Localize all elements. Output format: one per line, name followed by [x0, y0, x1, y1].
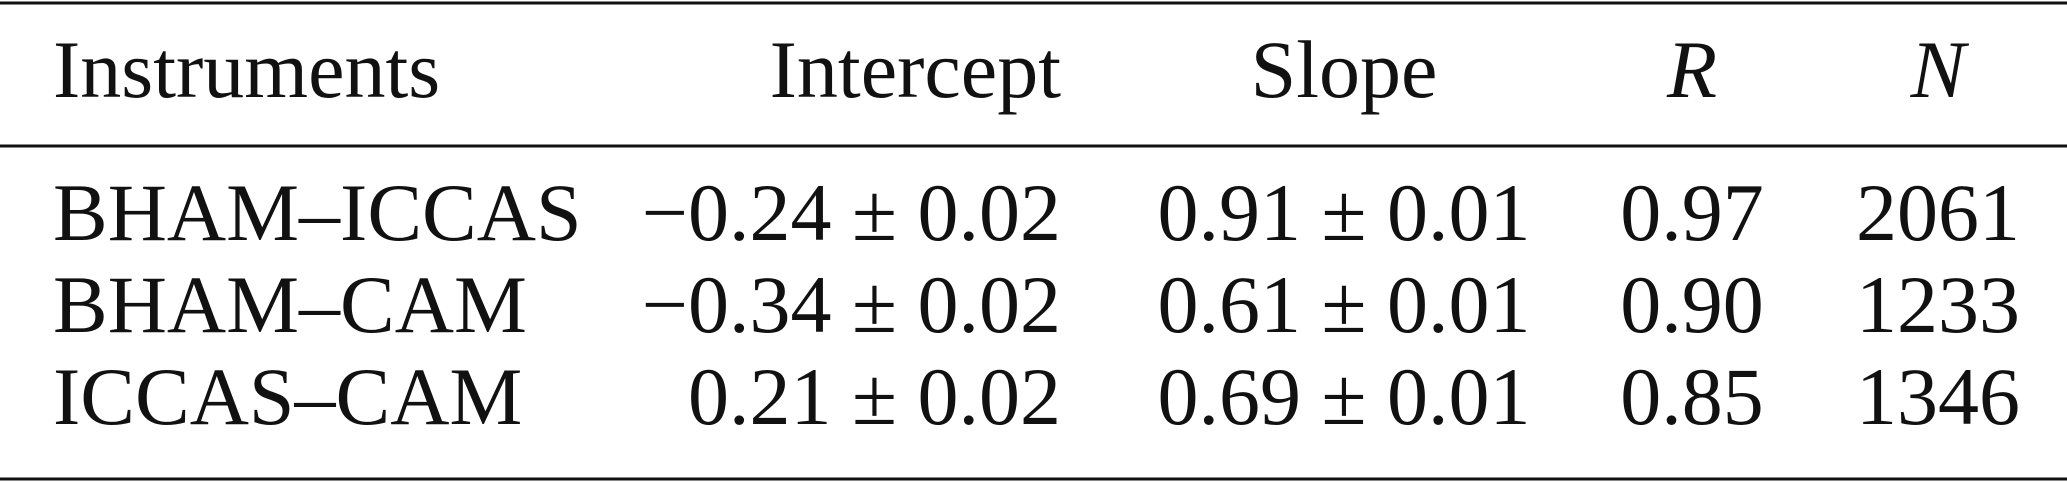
cell: 0.85 — [1620, 351, 1764, 442]
cell: 0.61 ± 0.01 — [1157, 259, 1530, 350]
cell: 0.91 ± 0.01 — [1157, 167, 1530, 258]
cell: 1233 — [1856, 259, 2020, 350]
header-cell: Instruments — [53, 24, 440, 115]
cell: 0.21 ± 0.02 — [688, 351, 1061, 442]
header-cell: R — [1666, 24, 1717, 115]
cell: −0.24 ± 0.02 — [642, 167, 1061, 258]
header-cell: Intercept — [770, 24, 1062, 115]
cell: BHAM–CAM — [53, 259, 527, 350]
header-cell: N — [1910, 24, 1970, 115]
cell: 1346 — [1856, 351, 2020, 442]
cell: BHAM–ICCAS — [53, 167, 582, 258]
cell: 2061 — [1856, 167, 2020, 258]
cell: 0.69 ± 0.01 — [1157, 351, 1530, 442]
cell: 0.97 — [1620, 167, 1764, 258]
cell: −0.34 ± 0.02 — [642, 259, 1061, 350]
cell: 0.90 — [1620, 259, 1764, 350]
header-cell: Slope — [1251, 24, 1438, 115]
cell: ICCAS–CAM — [53, 351, 522, 442]
